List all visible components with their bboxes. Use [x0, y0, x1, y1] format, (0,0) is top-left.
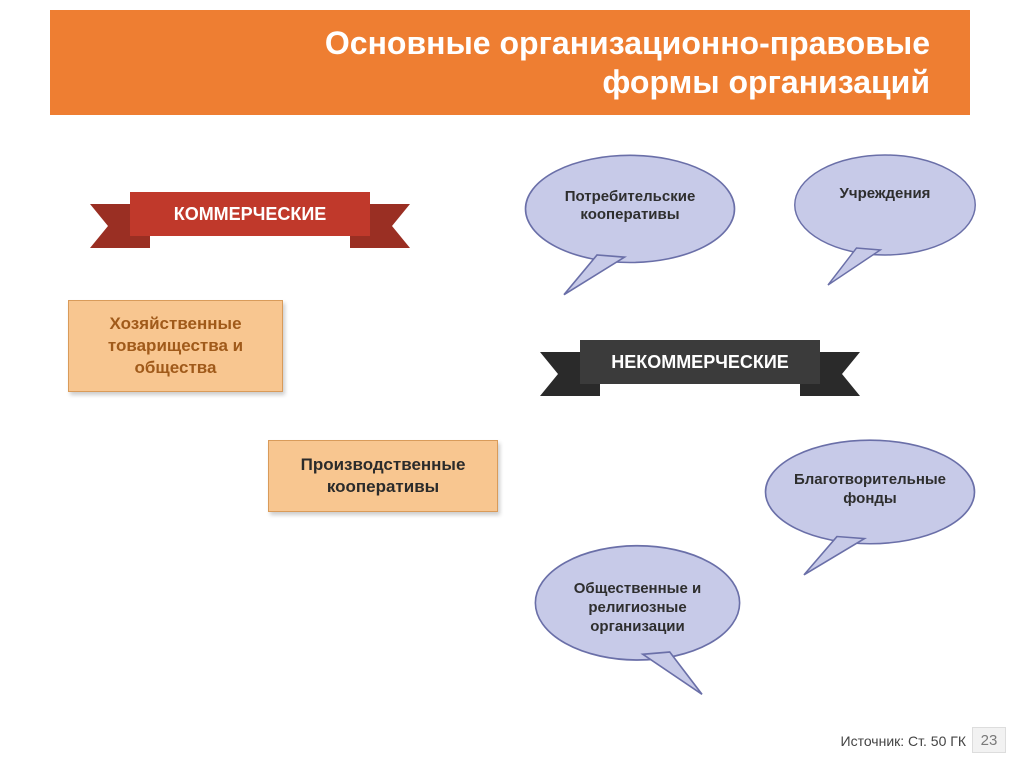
slide-title: Основные организационно-правовые формы о…: [325, 24, 930, 101]
bubble-consumer-coops: Потребительские кооперативы: [520, 150, 740, 300]
ribbon-commercial: КОММЕРЧЕСКИЕ: [90, 192, 410, 252]
bubble-institutions-text: Учреждения: [790, 185, 980, 204]
ribbon-noncommercial: НЕКОММЕРЧЕСКИЕ: [540, 340, 860, 400]
page-number: 23: [972, 727, 1006, 753]
bubble-charity: Благотворительные фонды: [760, 435, 980, 580]
bubble-public-religious: Общественные и религиозные организации: [530, 540, 745, 700]
ribbon-commercial-text: КОММЕРЧЕСКИЕ: [174, 204, 327, 225]
title-banner: Основные организационно-правовые формы о…: [50, 10, 970, 115]
ribbon-commercial-label: КОММЕРЧЕСКИЕ: [130, 192, 370, 236]
bubble-public-text: Общественные и религиозные организации: [530, 580, 745, 636]
source-citation: Источник: Ст. 50 ГК: [841, 733, 967, 749]
bubble-charity-text: Благотворительные фонды: [760, 471, 980, 509]
box-partnerships: Хозяйственные товарищества и общества: [68, 300, 283, 392]
box-prod-coops-text: Производственные кооперативы: [281, 454, 485, 498]
title-line-1: Основные организационно-правовые: [325, 25, 930, 61]
box-partnerships-text: Хозяйственные товарищества и общества: [81, 313, 270, 379]
ribbon-noncommercial-label: НЕКОММЕРЧЕСКИЕ: [580, 340, 820, 384]
box-prod-coops: Производственные кооперативы: [268, 440, 498, 512]
title-line-2: формы организаций: [602, 64, 930, 100]
bubble-consumer-text: Потребительские кооперативы: [520, 188, 740, 226]
ribbon-noncommercial-text: НЕКОММЕРЧЕСКИЕ: [611, 352, 789, 373]
bubble-institutions: Учреждения: [790, 150, 980, 290]
